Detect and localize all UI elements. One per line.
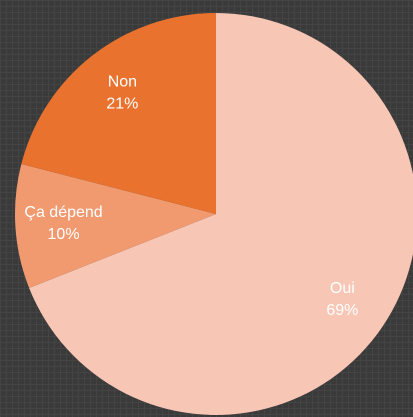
pie-slice — [29, 13, 413, 415]
slice-value-label: 21% — [106, 96, 138, 113]
slice-value-label: 10% — [48, 226, 80, 243]
slice-label: Ça dépend — [24, 204, 102, 221]
slice-label: Oui — [330, 280, 355, 297]
pie: Oui 69% Ça dépend 10% Non 21% — [15, 13, 413, 415]
pie-slice — [15, 164, 216, 288]
slice-label: Non — [108, 74, 137, 91]
slice-value-label: 69% — [326, 302, 358, 319]
pie-slice — [21, 13, 216, 214]
